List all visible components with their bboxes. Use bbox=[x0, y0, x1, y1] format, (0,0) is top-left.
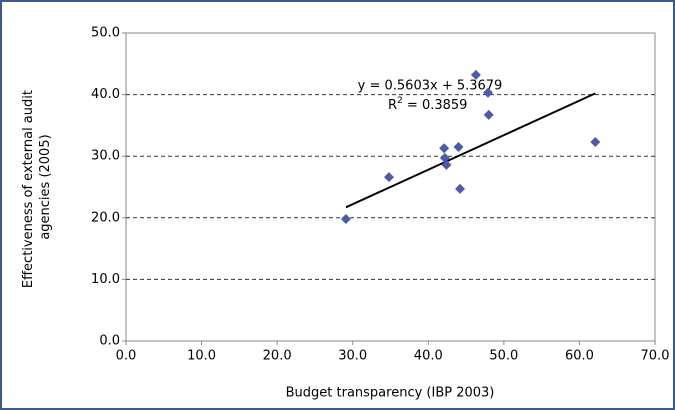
x-tick-label: 0.0 bbox=[116, 349, 137, 364]
y-tick-label: 30.0 bbox=[91, 149, 120, 164]
point bbox=[470, 69, 481, 80]
x-tick-label: 30.0 bbox=[338, 349, 367, 364]
point bbox=[439, 153, 450, 164]
y-tick-label: 20.0 bbox=[91, 210, 120, 225]
y-axis-label-line: agencies (2005) bbox=[38, 134, 53, 239]
point bbox=[439, 143, 450, 154]
x-axis-label: Budget transparency (IBP 2003) bbox=[286, 386, 495, 401]
point bbox=[453, 141, 464, 152]
x-tick-label: 60.0 bbox=[565, 349, 594, 364]
y-axis-label: Effectiveness of external audit agencies… bbox=[21, 86, 53, 288]
point bbox=[483, 109, 494, 120]
r-squared: R2 = 0.3859 bbox=[388, 96, 467, 113]
y-tick-label: 40.0 bbox=[91, 87, 120, 102]
point bbox=[441, 159, 452, 170]
y-tick-label: 10.0 bbox=[91, 272, 120, 287]
point bbox=[482, 87, 493, 98]
point bbox=[590, 137, 601, 148]
x-tick-label: 70.0 bbox=[641, 349, 670, 364]
equation: y = 0.5603x + 5.3679 bbox=[358, 79, 503, 94]
r-squared-sup: 2 bbox=[397, 96, 403, 106]
x-tick-label: 20.0 bbox=[263, 349, 292, 364]
point bbox=[340, 214, 351, 225]
x-tick-label: 50.0 bbox=[489, 349, 518, 364]
r-squared-part: R bbox=[388, 98, 397, 113]
point bbox=[383, 172, 394, 183]
point bbox=[455, 183, 466, 194]
y-tick-label: 50.0 bbox=[91, 26, 120, 41]
x-tick-label: 40.0 bbox=[414, 349, 443, 364]
y-axis-label-line: Effectiveness of external audit bbox=[21, 90, 36, 288]
x-tick-label: 10.0 bbox=[187, 349, 216, 364]
y-tick-label: 0.0 bbox=[99, 334, 120, 349]
r-squared-part: = 0.3859 bbox=[403, 98, 468, 113]
trendline bbox=[345, 92, 596, 209]
